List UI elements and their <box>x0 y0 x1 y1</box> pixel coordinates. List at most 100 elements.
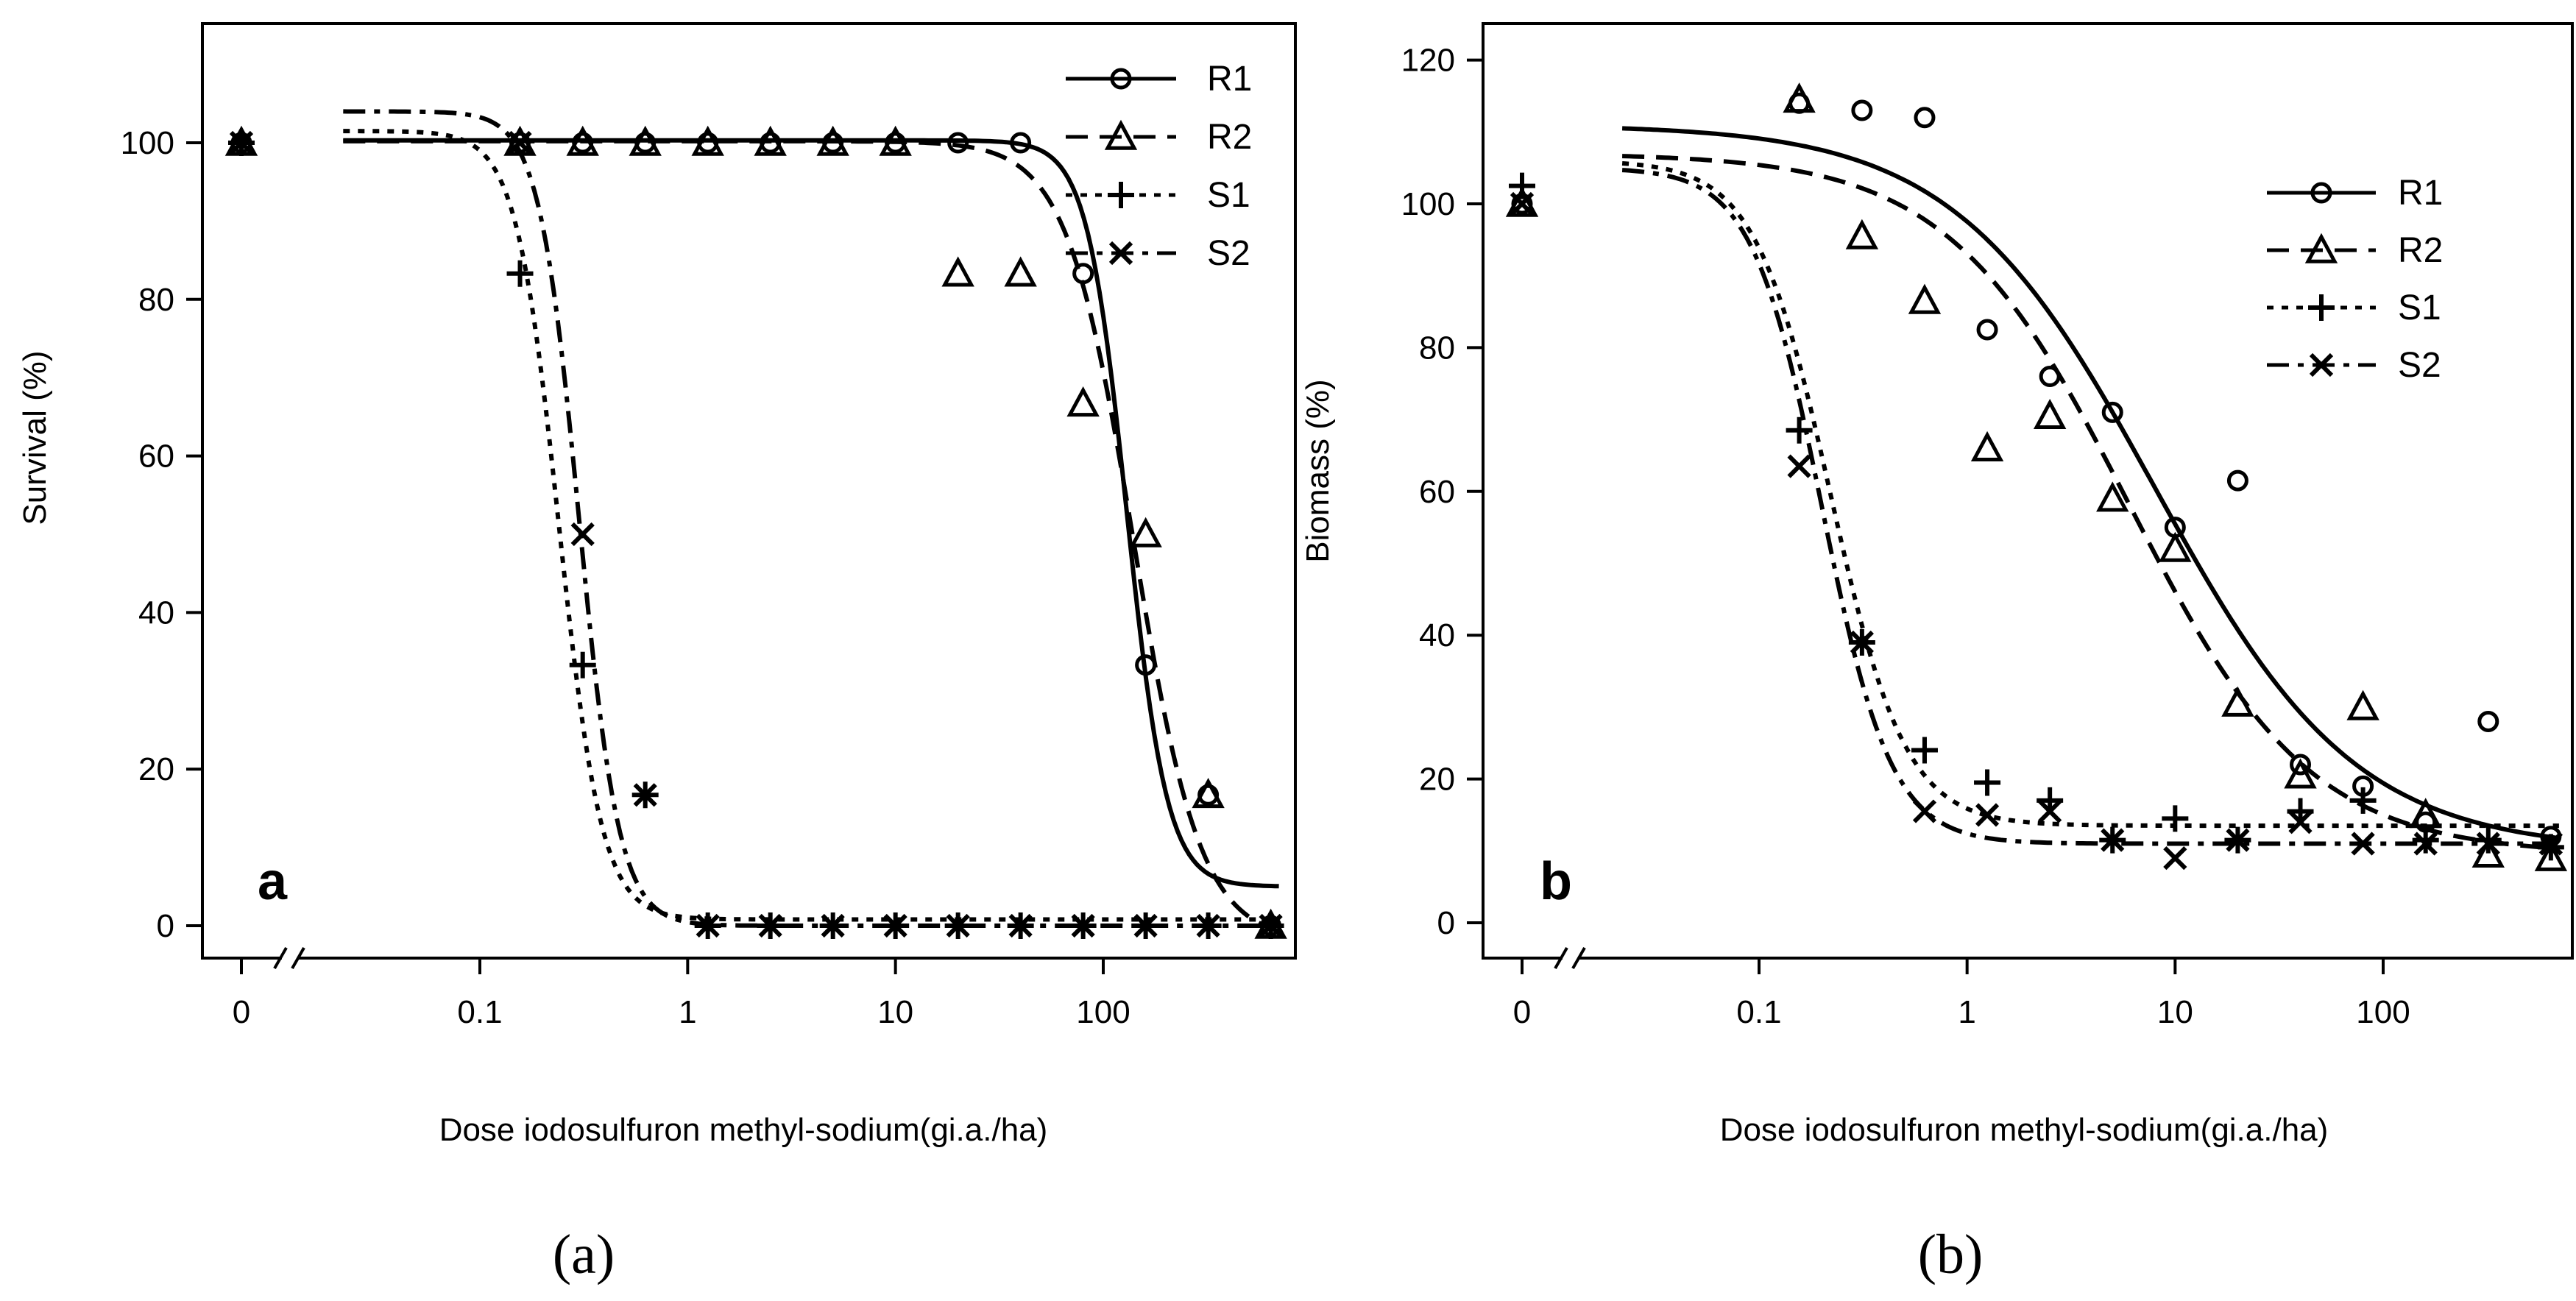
x-tick-label: 0 <box>1513 994 1531 1030</box>
x-tick-label: 10 <box>2157 994 2193 1030</box>
y-tick-label: 100 <box>1401 186 1455 222</box>
x-marker <box>883 913 907 938</box>
fitted-curve-s2 <box>1621 168 2559 846</box>
y-tick-label: 80 <box>1419 330 1455 366</box>
legend-marker <box>2308 294 2335 321</box>
x-marker <box>2351 832 2375 856</box>
triangle-marker <box>2096 481 2129 512</box>
x-marker <box>1008 913 1033 938</box>
legend-entry-r1: R1 <box>2267 174 2443 213</box>
legend: R1 R2 S1 S2 <box>1066 60 1252 273</box>
legend-entry-s2: S2 <box>1066 234 1250 273</box>
legend-label: S2 <box>1207 234 1250 273</box>
x-marker <box>2309 352 2334 377</box>
triangle-marker <box>2221 686 2254 717</box>
fitted-curve-r2 <box>343 138 1280 934</box>
triangle-marker <box>2033 398 2067 430</box>
triangle-marker <box>1192 778 1225 809</box>
triangle-marker <box>1066 386 1100 417</box>
legend-entry-r1: R1 <box>1066 60 1252 99</box>
chart-panel-a: 0 20 40 60 80 100 0 0.1 1 10 100 Surviva… <box>17 22 1297 1286</box>
series-r2-points <box>1505 82 2568 871</box>
x-marker <box>633 783 657 807</box>
legend-marker <box>1108 241 1133 266</box>
axis-break-mark <box>1571 947 1586 969</box>
x-tick-label: 1 <box>1958 994 1975 1030</box>
triangle-marker <box>566 125 599 156</box>
x-marker <box>1108 241 1133 266</box>
plus-marker <box>1786 416 1813 444</box>
x-marker <box>1259 913 1283 938</box>
circle-marker <box>1110 68 1132 90</box>
x-marker <box>508 130 532 155</box>
series-s2-points <box>229 130 1283 938</box>
triangle-marker <box>754 125 787 156</box>
plot-frame <box>1482 22 2574 960</box>
legend-marker <box>2304 233 2338 263</box>
plot-frame <box>201 22 1297 960</box>
axis-break-mark <box>273 947 288 969</box>
x-marker <box>1787 454 1811 478</box>
x-marker <box>2038 799 2062 823</box>
x-marker <box>570 522 595 547</box>
panel-letter: a <box>258 852 288 911</box>
y-tick-label: 60 <box>138 439 174 475</box>
circle-marker <box>1914 107 1936 129</box>
x-marker <box>229 130 254 155</box>
fitted-curve-s1 <box>1621 161 2559 829</box>
triangle-marker <box>629 125 662 156</box>
x-marker <box>758 913 782 938</box>
y-tick-label: 40 <box>1419 617 1455 653</box>
x-marker <box>696 913 720 938</box>
x-tick-labels: 0 0.1 1 10 100 <box>233 994 1130 1030</box>
x-marker <box>1912 799 1937 823</box>
x-tick-labels: 0 0.1 1 10 100 <box>1513 994 2410 1030</box>
legend: R1 R2 S1 S2 <box>2267 174 2443 385</box>
data-points <box>1505 82 2568 871</box>
panel-caption: (b) <box>1918 1224 1984 1286</box>
legend-marker <box>1108 182 1134 208</box>
triangle-marker <box>2304 233 2338 263</box>
y-axis-label: Biomass (%) <box>1300 379 1336 562</box>
fitted-curve-r1 <box>343 138 1279 889</box>
legend-marker <box>1110 68 1132 90</box>
y-tick-label: 20 <box>138 751 174 787</box>
plus-marker <box>2308 294 2335 321</box>
plus-marker <box>2162 805 2189 832</box>
x-tick-label: 100 <box>1076 994 1130 1030</box>
circle-marker <box>2477 710 2499 732</box>
circle-marker <box>1072 263 1094 285</box>
plus-marker <box>2349 787 2377 814</box>
axes-frame <box>1467 22 2574 974</box>
x-marker <box>1196 913 1220 938</box>
x-marker <box>1510 191 1535 216</box>
triangle-marker <box>1908 283 1942 314</box>
x-marker <box>2413 832 2438 856</box>
x-tick-label: 100 <box>2356 994 2410 1030</box>
legend-label: R1 <box>1207 60 1252 99</box>
circle-marker <box>2310 182 2332 204</box>
legend-entry-s1: S1 <box>1066 176 1250 215</box>
x-marker <box>1975 803 2000 827</box>
legend-label: R2 <box>2398 231 2443 270</box>
legend-label: R2 <box>1207 118 1252 157</box>
triangle-marker <box>2534 840 2568 871</box>
y-axis-label: Survival (%) <box>17 350 53 525</box>
axis-break-mark <box>291 947 305 969</box>
triangle-marker <box>2284 758 2317 789</box>
series-s2-points <box>1510 191 2563 871</box>
x-tick-label: 1 <box>679 994 696 1030</box>
fitted-curve-r1 <box>1621 126 2560 840</box>
circle-marker <box>2226 469 2248 492</box>
x-marker <box>2476 832 2500 856</box>
legend-label: S1 <box>1207 176 1250 215</box>
x-marker <box>1133 913 1158 938</box>
triangle-marker <box>1104 119 1138 150</box>
panel-letter: b <box>1540 852 1572 911</box>
circle-marker <box>2101 401 2123 423</box>
circle-marker <box>2039 365 2061 387</box>
fitted-curve-s2 <box>343 109 1279 928</box>
x-axis-label: Dose iodosulfuron methyl-sodium(gi.a./ha… <box>439 1112 1048 1148</box>
fitted-curve-r2 <box>1622 154 2560 851</box>
